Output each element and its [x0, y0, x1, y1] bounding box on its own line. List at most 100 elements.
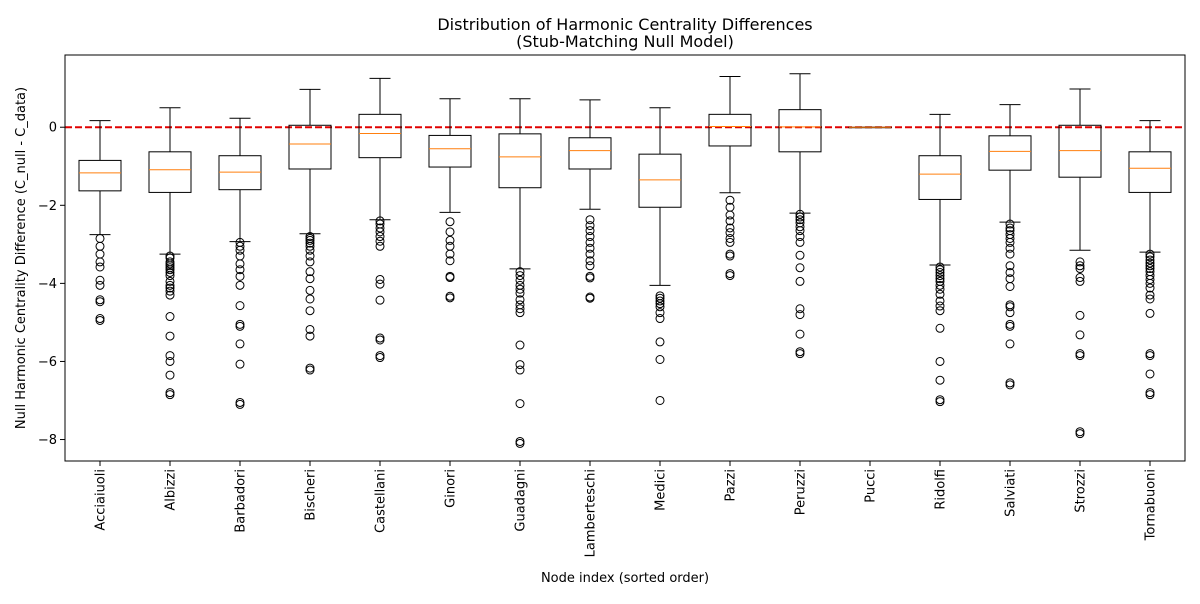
x-tick-label: Strozzi	[1074, 469, 1089, 513]
x-tick-label: Guadagni	[514, 469, 529, 532]
outlier-point-bischeri	[305, 285, 315, 295]
outlier-point-salviati	[1005, 223, 1015, 233]
outlier-point-albizzi	[165, 312, 175, 322]
outlier-point-albizzi	[165, 370, 175, 380]
box-salviati	[988, 135, 1032, 171]
outlier-point-strozzi	[1075, 261, 1085, 271]
box-ridolfi	[918, 155, 962, 200]
outlier-point-peruzzi	[795, 250, 805, 260]
outlier-point-bischeri	[305, 267, 315, 277]
outlier-point-barbadori	[235, 339, 245, 349]
outlier-point-bischeri	[305, 238, 315, 248]
outlier-point-guadagni	[515, 304, 525, 314]
outlier-point-bischeri	[305, 365, 315, 375]
outlier-point-peruzzi	[795, 349, 805, 359]
outlier-point-ginori	[445, 256, 455, 266]
outlier-point-salviati	[1005, 243, 1015, 253]
outlier-point-peruzzi	[795, 310, 805, 320]
box-guadagni	[498, 133, 542, 189]
outlier-point-tornabuoni	[1145, 264, 1155, 274]
y-axis-label: Null Harmonic Centrality Difference (C_n…	[14, 87, 29, 429]
outlier-point-barbadori	[235, 301, 245, 311]
outlier-point-peruzzi	[795, 209, 805, 219]
outlier-point-strozzi	[1075, 429, 1085, 439]
outlier-point-medici	[655, 395, 665, 405]
outlier-point-lamberteschi	[585, 221, 595, 231]
outlier-point-albizzi	[165, 271, 175, 281]
outlier-point-ridolfi	[935, 267, 945, 277]
outlier-point-bischeri	[305, 257, 315, 267]
outlier-point-tornabuoni	[1145, 390, 1155, 400]
outlier-point-guadagni	[515, 271, 525, 281]
outlier-point-guadagni	[515, 438, 525, 448]
outlier-point-ridolfi	[935, 323, 945, 333]
outlier-point-tornabuoni	[1145, 252, 1155, 262]
x-axis-label: Node index (sorted order)	[541, 571, 709, 586]
outlier-point-peruzzi	[795, 276, 805, 286]
outlier-point-ginori	[445, 273, 455, 283]
box-albizzi	[148, 151, 192, 193]
outlier-point-peruzzi	[795, 215, 805, 225]
outlier-point-ridolfi	[935, 397, 945, 407]
outlier-point-tornabuoni	[1145, 261, 1155, 271]
outlier-point-ridolfi	[935, 356, 945, 366]
outlier-point-bischeri	[305, 241, 315, 251]
outlier-point-albizzi	[165, 280, 175, 290]
outlier-point-ridolfi	[935, 262, 945, 272]
box-tornabuoni	[1128, 151, 1172, 193]
outlier-point-bischeri	[305, 251, 315, 261]
outlier-point-castellani	[375, 236, 385, 246]
outlier-point-acciaiuoli	[95, 257, 105, 267]
outlier-point-bischeri	[305, 235, 315, 245]
outlier-point-castellani	[375, 274, 385, 284]
outlier-point-pazzi	[725, 237, 735, 247]
outlier-point-albizzi	[165, 267, 175, 277]
outlier-point-tornabuoni	[1145, 274, 1155, 284]
outlier-point-castellani	[375, 227, 385, 237]
outlier-point-acciaiuoli	[95, 262, 105, 272]
outlier-point-acciaiuoli	[95, 315, 105, 325]
x-tick-label: Lamberteschi	[584, 469, 599, 557]
x-tick-label: Ginori	[444, 469, 459, 508]
outlier-point-medici	[655, 302, 665, 312]
x-tick-label: Peruzzi	[794, 469, 809, 515]
outlier-point-guadagni	[515, 275, 525, 285]
outlier-point-tornabuoni	[1145, 249, 1155, 259]
outlier-point-guadagni	[515, 308, 525, 318]
outlier-point-lamberteschi	[585, 226, 595, 236]
outlier-point-castellani	[375, 279, 385, 289]
outlier-point-guadagni	[515, 267, 525, 277]
outlier-point-albizzi	[165, 276, 175, 286]
outlier-point-tornabuoni	[1145, 283, 1155, 293]
outlier-point-barbadori	[235, 245, 245, 255]
box-pazzi	[708, 113, 752, 147]
outlier-point-ridolfi	[935, 274, 945, 284]
outlier-point-bischeri	[305, 274, 315, 284]
x-tick-label: Acciaiuoli	[94, 469, 109, 531]
outlier-point-ginori	[445, 227, 455, 237]
outlier-point-strozzi	[1075, 257, 1085, 267]
outlier-point-strozzi	[1075, 264, 1085, 274]
box-peruzzi	[778, 109, 822, 153]
outlier-point-lamberteschi	[585, 293, 595, 303]
outlier-point-guadagni	[515, 399, 525, 409]
outlier-point-tornabuoni	[1145, 278, 1155, 288]
outlier-point-pazzi	[725, 271, 735, 281]
outlier-point-guadagni	[515, 340, 525, 350]
x-tick-label: Castellani	[374, 469, 389, 533]
outlier-point-salviati	[1005, 249, 1015, 259]
outlier-point-lamberteschi	[585, 215, 595, 225]
outlier-point-salviati	[1005, 321, 1015, 331]
outlier-point-ridolfi	[935, 306, 945, 316]
outlier-point-albizzi	[165, 331, 175, 341]
outlier-point-acciaiuoli	[95, 280, 105, 290]
outlier-point-barbadori	[235, 259, 245, 269]
outlier-point-salviati	[1005, 281, 1015, 291]
outlier-point-tornabuoni	[1145, 290, 1155, 300]
outlier-point-acciaiuoli	[95, 275, 105, 285]
outlier-point-castellani	[375, 223, 385, 233]
x-tick-label: Pucci	[864, 469, 879, 503]
outlier-point-ginori	[445, 249, 455, 259]
outlier-point-pazzi	[725, 210, 735, 220]
chart-title: Distribution of Harmonic Centrality Diff…	[437, 15, 812, 34]
